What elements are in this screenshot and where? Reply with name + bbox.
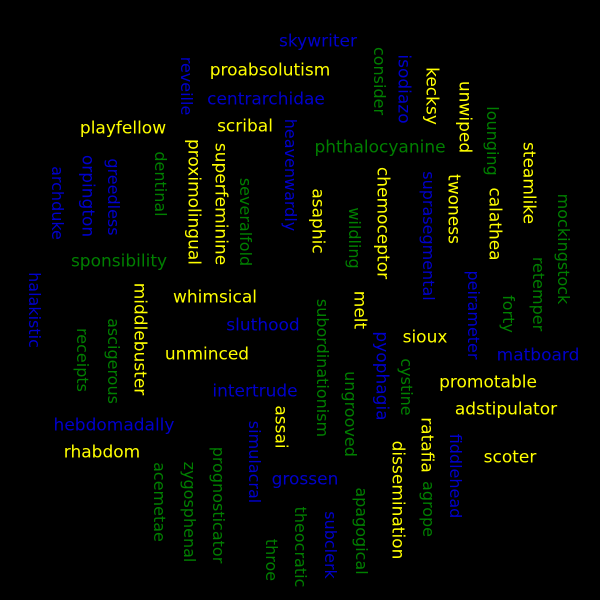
word-acemetae: acemetae xyxy=(150,462,169,542)
word-dissemination: dissemination xyxy=(387,440,408,560)
word-archduke: archduke xyxy=(48,166,67,240)
word-reveille: reveille xyxy=(177,56,196,116)
word-rhabdom: rhabdom xyxy=(63,442,141,463)
word-sioux: sioux xyxy=(402,327,448,348)
word-superfeminine: superfeminine xyxy=(210,142,231,266)
word-zygosphenal: zygosphenal xyxy=(180,461,199,563)
word-chemoceptor: chemoceptor xyxy=(372,166,393,280)
word-centrarchidae: centrarchidae xyxy=(207,89,325,110)
word-retemper: retemper xyxy=(529,256,548,332)
word-melt: melt xyxy=(349,290,370,330)
word-ascigerous: ascigerous xyxy=(104,318,123,404)
word-throe: throe xyxy=(262,538,281,582)
word-prognosticator: prognosticator xyxy=(209,446,228,564)
word-kecksy: kecksy xyxy=(421,67,442,125)
word-adstipulator: adstipulator xyxy=(454,399,558,420)
word-severalfold: severalfold xyxy=(236,177,255,267)
word-theocratic: theocratic xyxy=(291,506,310,588)
word-halakistic: halakistic xyxy=(25,272,44,348)
word-isodiazo: isodiazo xyxy=(393,54,414,124)
word-playfellow: playfellow xyxy=(79,118,167,139)
word-receipts: receipts xyxy=(73,328,92,392)
word-lounging: lounging xyxy=(483,106,502,176)
word-proabsolutism: proabsolutism xyxy=(209,60,331,81)
word-scribal: scribal xyxy=(217,116,273,137)
word-ungrooved: ungrooved xyxy=(341,371,360,457)
word-proximolingual: proximolingual xyxy=(183,139,204,265)
word-steamlike: steamlike xyxy=(518,141,539,225)
word-sluthood: sluthood xyxy=(226,315,300,336)
word-skywriter: skywriter xyxy=(279,31,357,52)
word-intertrude: intertrude xyxy=(212,381,298,402)
word-unminced: unminced xyxy=(164,344,250,365)
word-assai: assai xyxy=(270,405,291,449)
word-pyophagia: pyophagia xyxy=(371,331,392,421)
word-subordinationism: subordinationism xyxy=(313,298,332,438)
word-ratafia: ratafia xyxy=(416,417,437,473)
word-phthalocyanine: phthalocyanine xyxy=(314,137,446,158)
word-wildling: wildling xyxy=(345,207,364,269)
word-matboard: matboard xyxy=(496,345,580,366)
word-peirameter: peirameter xyxy=(464,270,483,360)
word-hebdomadally: hebdomadally xyxy=(53,415,175,436)
word-agrope: agrope xyxy=(419,481,438,537)
word-scoter: scoter xyxy=(483,447,537,468)
word-dentinal: dentinal xyxy=(151,151,170,217)
word-middlebuster: middlebuster xyxy=(129,282,150,396)
word-asaphic: asaphic xyxy=(307,188,328,254)
word-fiddlehead: fiddlehead xyxy=(446,433,465,519)
word-whimsical: whimsical xyxy=(172,287,258,308)
word-mockingstock: mockingstock xyxy=(554,193,573,305)
word-calathea: calathea xyxy=(484,187,505,261)
word-unwiped: unwiped xyxy=(454,80,475,154)
word-suprasegmental: suprasegmental xyxy=(419,171,438,301)
word-simulacral: simulacral xyxy=(245,420,264,504)
word-apagogical: apagogical xyxy=(352,487,371,575)
word-forty: forty xyxy=(499,295,518,333)
word-greedless: greedless xyxy=(104,158,123,236)
word-promotable: promotable xyxy=(439,372,537,393)
word-grossen: grossen xyxy=(271,469,339,490)
word-sponsibility: sponsibility xyxy=(70,251,168,272)
word-subclerk: subclerk xyxy=(321,511,340,579)
word-heavenwardly: heavenwardly xyxy=(281,118,300,232)
word-consider: consider xyxy=(370,46,389,116)
word-twoness: twoness xyxy=(443,174,464,244)
word-orpington: orpington xyxy=(77,154,98,238)
word-cystine: cystine xyxy=(397,358,416,416)
